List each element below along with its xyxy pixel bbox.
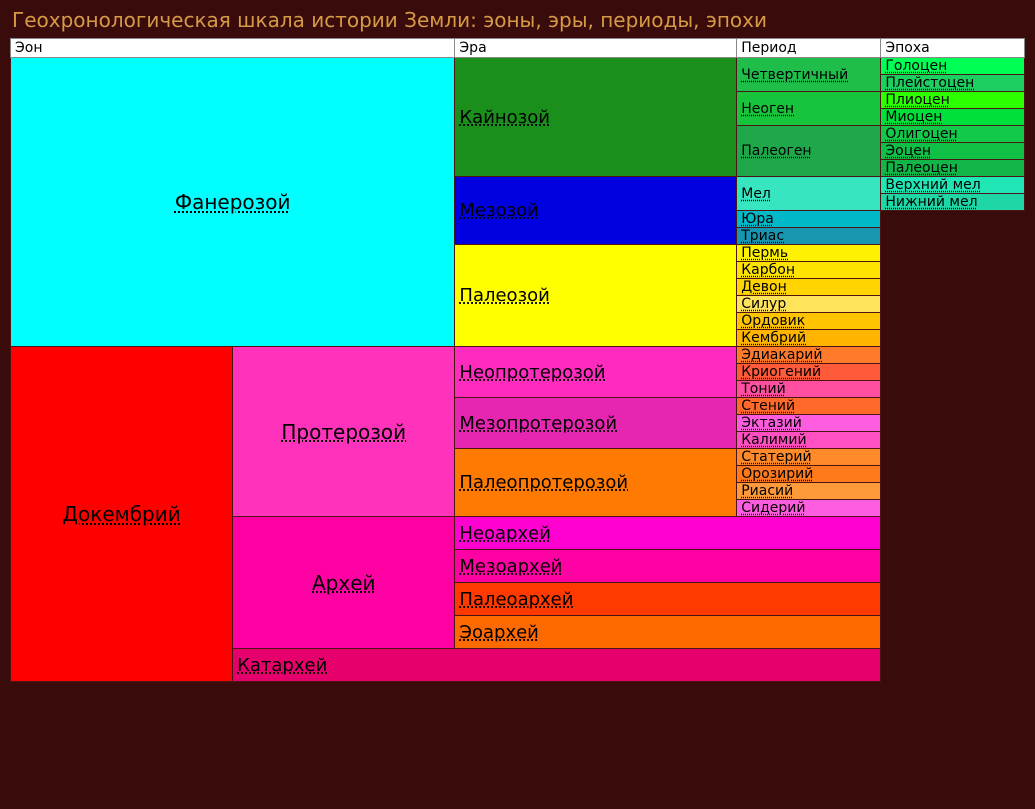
period-quaternary[interactable]: Четвертичный: [737, 58, 881, 92]
era-paleoproterozoic[interactable]: Палеопротерозой: [455, 449, 737, 517]
period-paleogene[interactable]: Палеоген: [737, 126, 881, 177]
period-calymmian[interactable]: Калимий: [737, 432, 881, 449]
period-triassic[interactable]: Триас: [737, 228, 881, 245]
period-ordovician[interactable]: Ордовик: [737, 313, 881, 330]
epoch-lower-cretaceous[interactable]: Нижний мел: [881, 194, 1025, 211]
header-era: Эра: [455, 39, 737, 58]
era-paleozoic[interactable]: Палеозой: [455, 245, 737, 347]
period-ediacaran[interactable]: Эдиакарий: [737, 347, 881, 364]
epoch-pliocene[interactable]: Плиоцен: [881, 92, 1025, 109]
era-neoarchean[interactable]: Неоархей: [455, 517, 881, 550]
period-permian[interactable]: Пермь: [737, 245, 881, 262]
period-devonian[interactable]: Девон: [737, 279, 881, 296]
period-orosirian[interactable]: Орозирий: [737, 466, 881, 483]
period-cambrian[interactable]: Кембрий: [737, 330, 881, 347]
eon-hadean[interactable]: Катархей: [233, 649, 881, 682]
page-title: Геохронологическая шкала истории Земли: …: [10, 0, 1025, 38]
epoch-miocene[interactable]: Миоцен: [881, 109, 1025, 126]
period-siderian[interactable]: Сидерий: [737, 500, 881, 517]
eon-archean[interactable]: Архей: [233, 517, 455, 649]
period-silurian[interactable]: Силур: [737, 296, 881, 313]
geochronology-table: Эон Эра Период Эпоха Фанерозой Кайнозой …: [10, 38, 1025, 682]
period-carboniferous[interactable]: Карбон: [737, 262, 881, 279]
epoch-pleistocene[interactable]: Плейстоцен: [881, 75, 1025, 92]
header-period: Период: [737, 39, 881, 58]
period-neogene[interactable]: Неоген: [737, 92, 881, 126]
period-jurassic[interactable]: Юра: [737, 211, 881, 228]
era-eoarchean[interactable]: Эоархей: [455, 616, 881, 649]
era-mesoproterozoic[interactable]: Мезопротерозой: [455, 398, 737, 449]
epoch-holocene[interactable]: Голоцен: [881, 58, 1025, 75]
header-epoch: Эпоха: [881, 39, 1025, 58]
epoch-eocene[interactable]: Эоцен: [881, 143, 1025, 160]
geochronology-scale: { "title": "Геохронологическая шкала ист…: [0, 0, 1035, 809]
era-cenozoic[interactable]: Кайнозой: [455, 58, 737, 177]
epoch-upper-cretaceous[interactable]: Верхний мел: [881, 177, 1025, 194]
period-cryogenian[interactable]: Криогений: [737, 364, 881, 381]
era-neoproterozoic[interactable]: Неопротерозой: [455, 347, 737, 398]
period-statherian[interactable]: Статерий: [737, 449, 881, 466]
period-tonian[interactable]: Тоний: [737, 381, 881, 398]
period-rhyacian[interactable]: Риасий: [737, 483, 881, 500]
epoch-paleocene[interactable]: Палеоцен: [881, 160, 1025, 177]
epoch-oligocene[interactable]: Олигоцен: [881, 126, 1025, 143]
period-cretaceous[interactable]: Мел: [737, 177, 881, 211]
period-stenian[interactable]: Стений: [737, 398, 881, 415]
eon-phanerozoic[interactable]: Фанерозой: [11, 58, 455, 347]
era-paleoarchean[interactable]: Палеоархей: [455, 583, 881, 616]
era-mesoarchean[interactable]: Мезоархей: [455, 550, 881, 583]
period-ectasian[interactable]: Эктазий: [737, 415, 881, 432]
era-mesozoic[interactable]: Мезозой: [455, 177, 737, 245]
eon-proterozoic[interactable]: Протерозой: [233, 347, 455, 517]
header-row: Эон Эра Период Эпоха: [11, 39, 1025, 58]
header-eon: Эон: [11, 39, 455, 58]
eon-precambrian[interactable]: Докембрий: [11, 347, 233, 682]
